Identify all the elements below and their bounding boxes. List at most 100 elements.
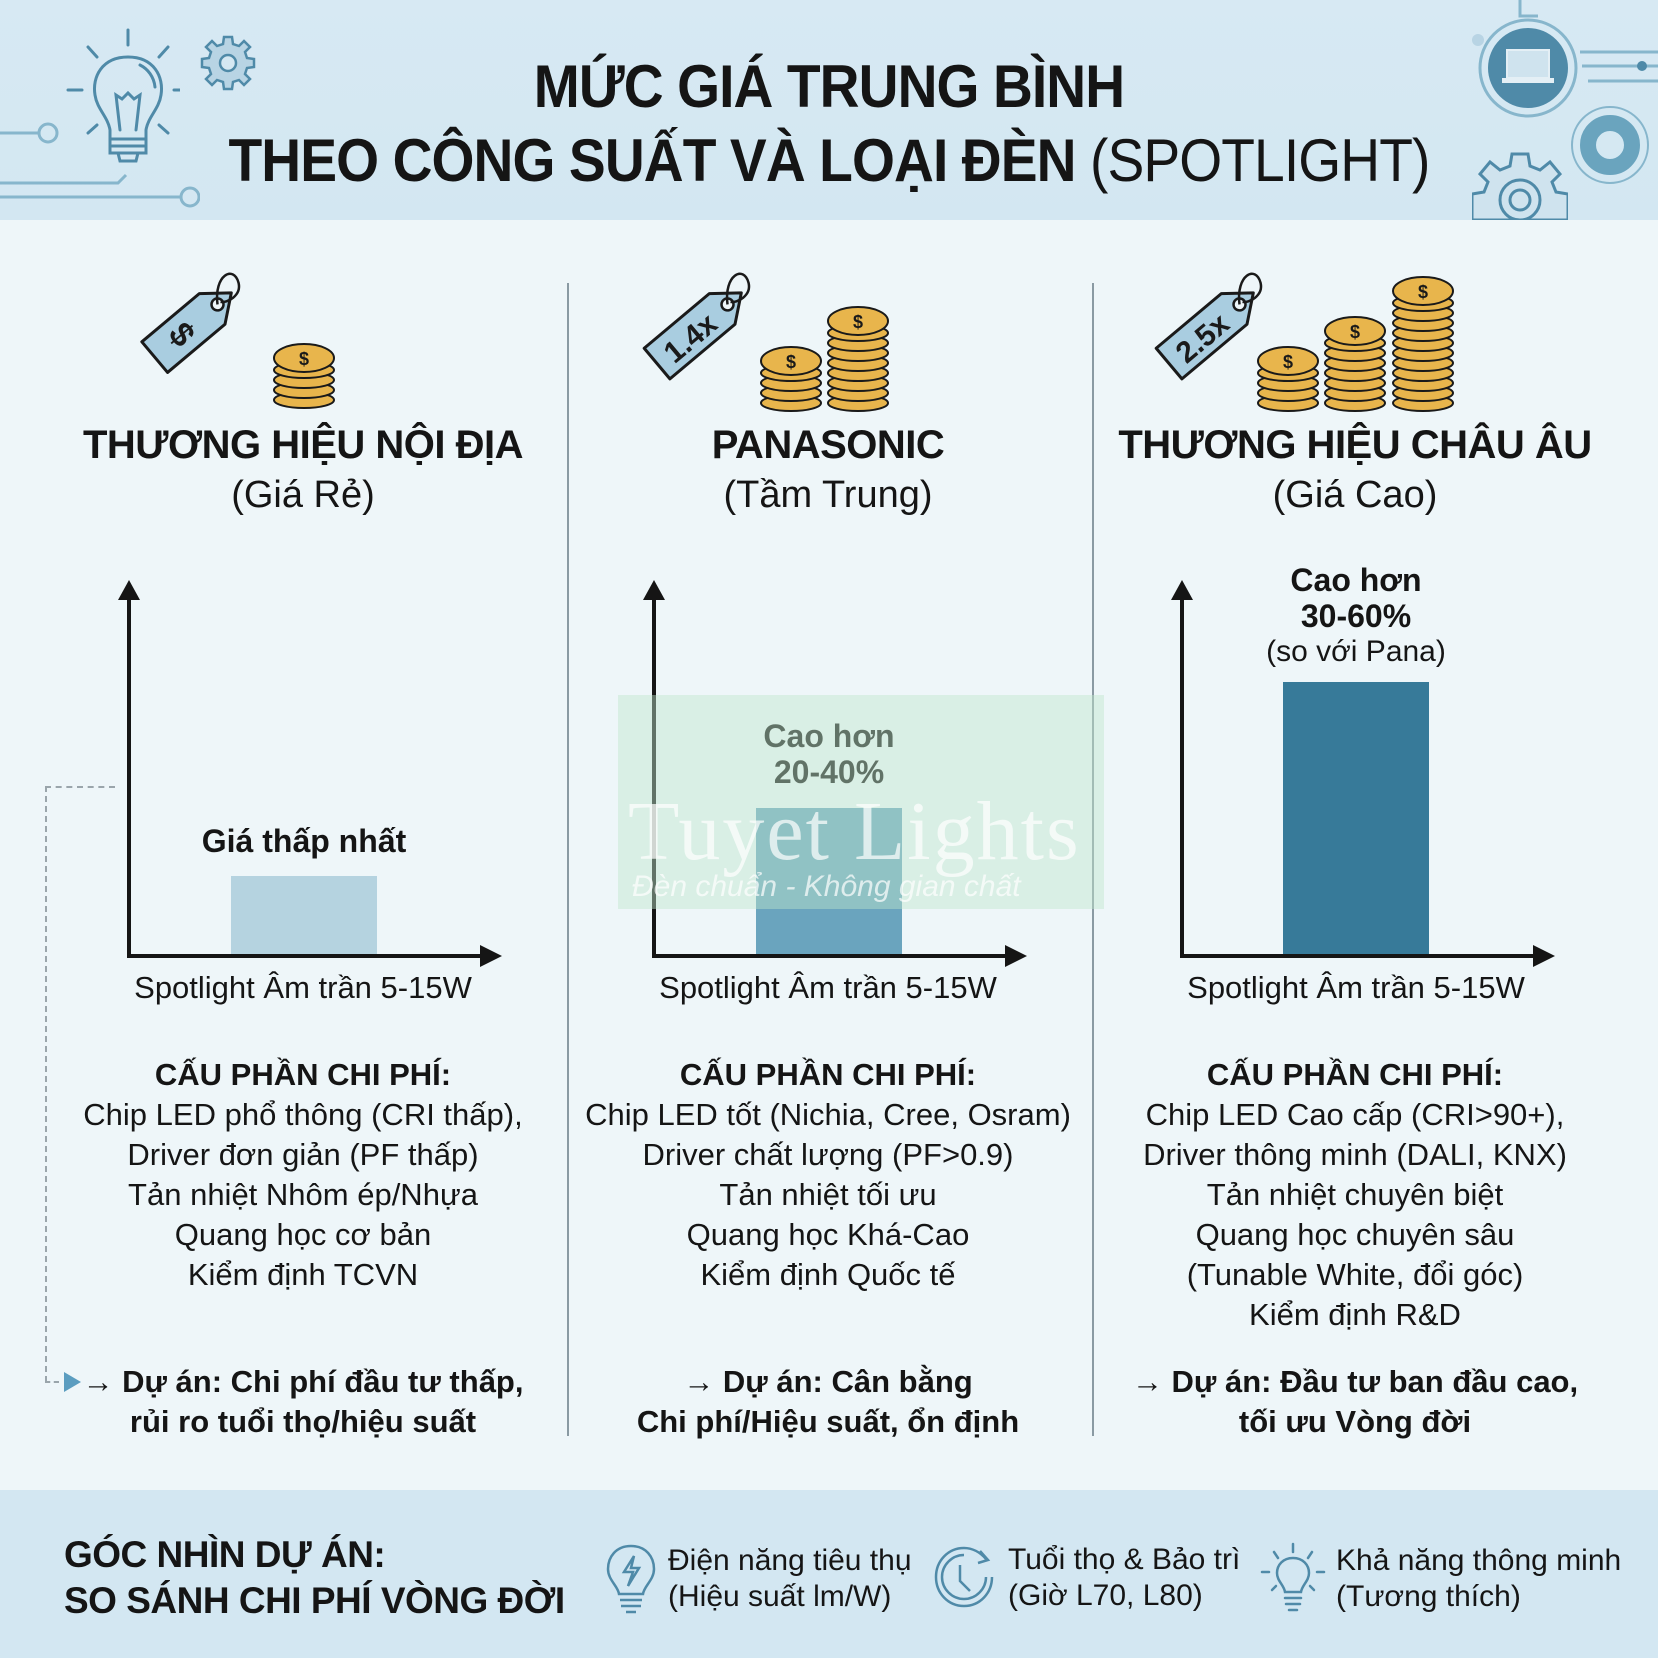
bar-chart-european: Cao hơn 30-60% (so với Pana) [1171, 562, 1600, 967]
price-tier: (Giá Rẻ) [231, 474, 375, 516]
feature-text: Tuổi thọ & Bảo trì (Giờ L70, L80) [1008, 1543, 1241, 1612]
cost-item: Tản nhiệt chuyên biệt [1206, 1177, 1504, 1212]
price-tier: (Tầm Trung) [723, 474, 933, 516]
cost-item: Quang học cơ bản [174, 1217, 432, 1252]
svg-text:$: $ [1418, 282, 1428, 302]
cost-breakdown-panasonic: CẤU PHẦN CHI PHÍ: Chip LED tốt (Nichia, … [568, 1055, 1088, 1295]
svg-text:$: $ [299, 349, 309, 369]
gear-icon [200, 35, 256, 91]
x-axis-label: Spotlight Âm trần 5-15W [134, 970, 472, 1005]
feature-text: Khả năng thông minh (Tương thích) [1336, 1544, 1622, 1613]
price-tier: (Giá Cao) [1272, 474, 1438, 516]
feature-text: Điện năng tiêu thụ (Hiệu suất lm/W) [668, 1544, 912, 1613]
column-divider-1 [567, 283, 569, 1436]
feature-lifetime: Tuổi thọ & Bảo trì (Giờ L70, L80) [932, 1542, 1240, 1614]
brand-name: THƯƠNG HIỆU CHÂU ÂU [1118, 423, 1592, 467]
price-tag-icon: 1.4x [642, 272, 751, 381]
x-axis [1180, 945, 1555, 967]
title-line-1: MỨC GIÁ TRUNG BÌNH [533, 53, 1125, 120]
svg-text:$: $ [1350, 322, 1360, 342]
svg-text:$: $ [786, 352, 796, 372]
column-divider-2 [1092, 283, 1094, 1436]
title-line-2: THEO CÔNG SUẤT VÀ LOẠI ĐÈN (SPOTLIGHT) [66, 124, 1591, 198]
bar-annotation: Giá thấp nhất [201, 823, 407, 859]
outcome-line-1: → Dự án: Cân bằng [683, 1364, 973, 1399]
dashed-connector [45, 786, 115, 1382]
y-axis [643, 580, 665, 958]
cost-title: CẤU PHẦN CHI PHÍ: [679, 1057, 977, 1092]
feature-smart: Khả năng thông minh (Tương thích) [1260, 1542, 1621, 1616]
bar-annotation: Cao hơn 20-40% [763, 718, 895, 790]
cost-breakdown-domestic: CẤU PHẦN CHI PHÍ: Chip LED phổ thông (CR… [43, 1055, 563, 1295]
price-icons: $ $ [43, 240, 563, 420]
brand-name: THƯƠNG HIỆU NỘI ĐỊA [82, 423, 524, 467]
svg-text:$: $ [1283, 352, 1293, 372]
outcome-line-1: → Dự án: Đầu tư ban đầu cao, [1131, 1364, 1579, 1399]
cost-item: Tản nhiệt tối ưu [719, 1177, 937, 1212]
outcome-line-2: tối ưu Vòng đời [1238, 1404, 1472, 1439]
cost-breakdown-european: CẤU PHẦN CHI PHÍ: Chip LED Cao cấp (CRI>… [1095, 1055, 1615, 1335]
cost-item: Chip LED tốt (Nichia, Cree, Osram) [585, 1097, 1071, 1132]
bar-chart-domestic: Giá thấp nhất [118, 578, 547, 967]
brand-name: PANASONIC [711, 423, 945, 467]
footer-title-line-1: GÓC NHÌN DỰ ÁN: [64, 1534, 386, 1575]
cost-item: (Tunable White, đổi góc) [1186, 1257, 1524, 1292]
cost-title: CẤU PHẦN CHI PHÍ: [154, 1057, 452, 1092]
x-axis [127, 945, 502, 967]
bar-chart-panasonic: Cao hơn 20-40% [643, 578, 1072, 967]
feature-energy: Điện năng tiêu thụ (Hiệu suất lm/W) [604, 1542, 912, 1616]
gear-outline-icon [1472, 152, 1568, 220]
price-bar [1283, 682, 1429, 954]
coin-stack-icon: $ [273, 343, 335, 409]
price-tag-icon: $ [140, 272, 241, 374]
column-panasonic: 1.4x $ $ PANASONIC (Tầm Trung) [568, 240, 1088, 520]
project-outcome-panasonic: → Dự án: Cân bằng Chi phí/Hiệu suất, ổn … [568, 1362, 1088, 1442]
column-domestic: $ $ THƯƠNG HIỆU NỘI ĐỊA (Giá Rẻ) [43, 240, 563, 520]
outcome-line-2: Chi phí/Hiệu suất, ổn định [636, 1404, 1020, 1439]
y-axis [1171, 580, 1193, 958]
header-banner: MỨC GIÁ TRUNG BÌNH THEO CÔNG SUẤT VÀ LOẠ… [0, 0, 1658, 220]
title-line-2-bold: THEO CÔNG SUẤT VÀ LOẠI ĐÈN [228, 127, 1077, 194]
footer-title-line-2: SO SÁNH CHI PHÍ VÒNG ĐỜI [64, 1580, 565, 1621]
cost-item: Quang học Khá-Cao [686, 1217, 970, 1252]
price-icons: 2.5x $ $ $ [1095, 240, 1615, 420]
project-outcome-domestic: → Dự án: Chi phí đầu tư thấp, rủi ro tuổ… [43, 1362, 563, 1442]
donut-chart-icon [1571, 106, 1649, 184]
cost-item: Chip LED Cao cấp (CRI>90+), [1145, 1097, 1565, 1132]
footer-title: GÓC NHÌN DỰ ÁN: SO SÁNH CHI PHÍ VÒNG ĐỜI [64, 1532, 565, 1624]
coin-stacks-icon: $ $ $ [1257, 276, 1454, 412]
coin-stacks-icon: $ $ [760, 306, 889, 412]
dashed-connector-end [45, 1381, 59, 1383]
outcome-line-1: → Dự án: Chi phí đầu tư thấp, [82, 1364, 524, 1399]
cost-item: Kiểm định TCVN [187, 1257, 419, 1292]
cost-item: Kiểm định Quốc tế [700, 1257, 956, 1292]
lightbulb-icon [66, 28, 180, 163]
lightning-bulb-icon [606, 1544, 656, 1614]
title-line-2-light: (SPOTLIGHT) [1089, 127, 1430, 194]
cost-item: Kiểm định R&D [1249, 1297, 1461, 1332]
y-axis [118, 580, 140, 958]
triangle-pointer-icon [64, 1372, 81, 1392]
cost-item: Quang học chuyên sâu [1195, 1217, 1515, 1252]
cost-item: Tản nhiệt Nhôm ép/Nhựa [128, 1177, 478, 1212]
x-axis [652, 945, 1027, 967]
price-bar [231, 876, 377, 954]
svg-text:$: $ [853, 312, 863, 332]
cost-title: CẤU PHẦN CHI PHÍ: [1206, 1057, 1504, 1092]
cost-item: Driver chất lượng (PF>0.9) [642, 1137, 1014, 1172]
clock-cycle-icon [934, 1546, 994, 1608]
price-icons: 1.4x $ $ [568, 240, 1088, 420]
x-axis-label: Spotlight Âm trần 5-15W [1187, 970, 1525, 1005]
cost-item: Chip LED phổ thông (CRI thấp), [83, 1097, 523, 1132]
price-bar [756, 808, 902, 954]
cost-item: Driver thông minh (DALI, KNX) [1143, 1137, 1567, 1172]
cost-item: Driver đơn giản (PF thấp) [127, 1137, 479, 1172]
project-outcome-european: → Dự án: Đầu tư ban đầu cao, tối ưu Vòng… [1095, 1362, 1615, 1442]
footer-banner: GÓC NHÌN DỰ ÁN: SO SÁNH CHI PHÍ VÒNG ĐỜI… [0, 1490, 1658, 1658]
smart-bulb-icon [1260, 1542, 1326, 1612]
x-axis-label: Spotlight Âm trần 5-15W [659, 970, 997, 1005]
bar-annotation: Cao hơn 30-60% (so với Pana) [1266, 562, 1446, 668]
laptop-circle-icon [1472, 0, 1658, 118]
circuit-lines-left [0, 122, 200, 208]
column-european: 2.5x $ $ $ THƯƠNG HIỆU CHÂU ÂU (Giá Cao) [1095, 240, 1615, 520]
